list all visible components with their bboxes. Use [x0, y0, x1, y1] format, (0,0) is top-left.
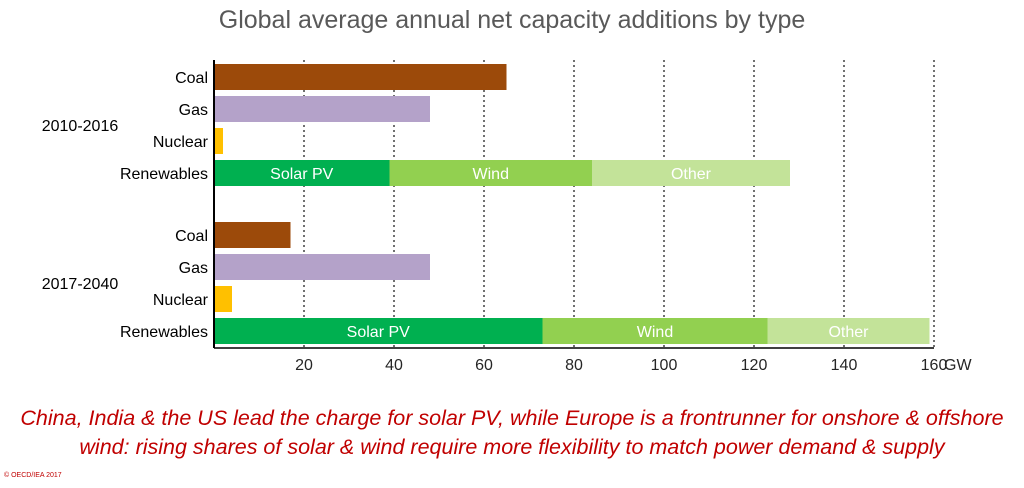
bar-2017-2040-renewables-solar-pv: [214, 318, 543, 344]
segment-label-wind: Wind: [637, 324, 673, 341]
bar-2010-2016-coal: [214, 64, 507, 90]
row-label-renewables: Renewables: [120, 166, 208, 183]
bar-2017-2040-renewables-wind: [542, 318, 768, 344]
bar-2010-2016-renewables-wind: [389, 160, 592, 186]
bar-2017-2040-renewables-other: [767, 318, 930, 344]
bar-2017-2040-gas: [214, 254, 430, 280]
bar-2010-2016-renewables-other: [592, 160, 790, 186]
x-tick-label-40: 40: [385, 357, 403, 374]
row-label-gas: Gas: [179, 102, 208, 119]
x-axis-unit: GW: [944, 357, 972, 374]
period-label-2010-2016: 2010-2016: [42, 118, 119, 135]
x-tick-label-60: 60: [475, 357, 493, 374]
row-label-renewables: Renewables: [120, 324, 208, 341]
copyright: © OECD/IEA 2017: [4, 472, 62, 479]
segment-label-other: Other: [828, 324, 869, 341]
bar-2010-2016-gas: [214, 96, 430, 122]
bar-2010-2016-nuclear: [214, 128, 223, 154]
caption: China, India & the US lead the charge fo…: [20, 406, 1004, 459]
bar-2017-2040-nuclear: [214, 286, 232, 312]
x-tick-label-160: 160: [921, 357, 948, 374]
segment-label-other: Other: [671, 166, 712, 183]
bar-2017-2040-coal: [214, 222, 291, 248]
row-label-gas: Gas: [179, 260, 208, 277]
row-label-coal: Coal: [175, 70, 208, 87]
row-label-nuclear: Nuclear: [153, 134, 209, 151]
x-tick-label-80: 80: [565, 357, 583, 374]
segment-label-wind: Wind: [473, 166, 509, 183]
row-label-coal: Coal: [175, 228, 208, 245]
x-tick-label-20: 20: [295, 357, 313, 374]
x-tick-label-120: 120: [741, 357, 768, 374]
segment-label-solar-pv: Solar PV: [270, 166, 333, 183]
bar-2010-2016-renewables-solar-pv: [214, 160, 390, 186]
period-label-2017-2040: 2017-2040: [42, 276, 119, 293]
segment-label-solar-pv: Solar PV: [347, 324, 410, 341]
x-tick-label-100: 100: [651, 357, 678, 374]
row-label-nuclear: Nuclear: [153, 292, 209, 309]
x-tick-label-140: 140: [831, 357, 858, 374]
chart-title: Global average annual net capacity addit…: [218, 6, 806, 34]
